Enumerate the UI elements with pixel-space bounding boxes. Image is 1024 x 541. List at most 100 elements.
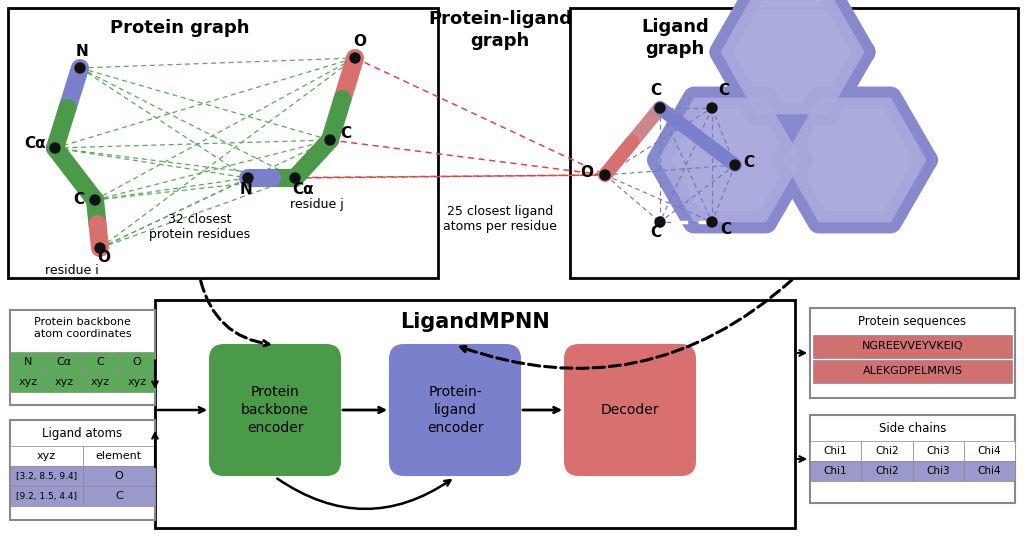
Polygon shape [782,97,927,222]
Circle shape [290,173,300,183]
Text: Protein sequences: Protein sequences [858,314,967,327]
Text: C: C [721,222,731,237]
Bar [46,372,83,392]
Text: Side chains: Side chains [879,421,946,434]
Text: Protein graph: Protein graph [111,19,250,37]
Text: C: C [650,83,662,98]
Text: Chi4: Chi4 [978,446,1001,456]
Text: xyz: xyz [127,377,146,387]
Text: C: C [74,192,85,207]
Text: xyz: xyz [55,377,74,387]
Circle shape [707,103,717,113]
Circle shape [730,160,740,170]
Bar [912,441,964,461]
Text: LigandMPNN: LigandMPNN [400,312,550,332]
Text: Ligand
graph: Ligand graph [641,18,709,58]
Bar [810,415,1015,503]
Text: C: C [340,126,351,141]
Text: N: N [240,182,252,197]
Circle shape [50,143,60,153]
Text: [3.2, 8.5, 9.4]: [3.2, 8.5, 9.4] [15,472,77,480]
Text: N: N [24,357,33,367]
Bar [83,466,155,486]
Bar [119,372,155,392]
Text: O: O [115,471,123,481]
Text: Chi1: Chi1 [824,446,848,456]
Text: Ligand atoms: Ligand atoms [42,427,123,440]
Text: Chi2: Chi2 [876,446,899,456]
Text: Chi2: Chi2 [876,466,899,476]
Text: Chi1: Chi1 [824,466,848,476]
Text: Chi3: Chi3 [927,466,950,476]
Text: O: O [97,250,111,265]
Bar [10,486,83,506]
Text: residue j: residue j [290,198,344,211]
FancyBboxPatch shape [210,345,340,475]
Text: NGREEVVEYVKEIQ: NGREEVVEYVKEIQ [861,341,964,352]
Polygon shape [720,0,864,114]
Bar [8,8,438,278]
Circle shape [655,217,665,227]
Bar [810,308,1015,398]
Text: C: C [719,83,729,98]
Text: Protein
backbone
encoder: Protein backbone encoder [241,385,309,436]
Text: Protein-ligand
graph: Protein-ligand graph [428,10,572,50]
Bar [119,352,155,372]
Circle shape [325,135,335,145]
Text: O: O [132,357,141,367]
Circle shape [707,217,717,227]
Text: O: O [581,165,594,180]
Bar [810,461,861,481]
Text: Chi4: Chi4 [978,466,1001,476]
Text: C: C [743,155,755,170]
Bar [10,372,46,392]
Text: Chi3: Chi3 [927,446,950,456]
Polygon shape [658,97,802,222]
Bar [10,446,83,466]
Circle shape [75,63,85,73]
Bar [10,466,83,486]
Text: Cα: Cα [292,182,313,197]
Text: 25 closest ligand
atoms per residue: 25 closest ligand atoms per residue [443,205,557,233]
Bar [861,441,912,461]
Bar [83,446,155,466]
Bar [813,335,1012,358]
Text: Cα: Cα [56,357,72,367]
Text: Protein-
ligand
encoder: Protein- ligand encoder [427,385,483,436]
Bar [10,420,155,520]
Polygon shape [720,0,864,114]
Polygon shape [658,97,802,222]
Text: element: element [95,451,141,461]
Text: xyz: xyz [91,377,111,387]
Bar [810,441,861,461]
Text: Decoder: Decoder [601,403,659,417]
Bar [912,461,964,481]
Bar [83,486,155,506]
Circle shape [600,170,610,180]
FancyBboxPatch shape [565,345,695,475]
Text: ALEKGDPELMRVIS: ALEKGDPELMRVIS [862,366,963,377]
Bar [155,300,795,528]
Circle shape [350,53,360,63]
Circle shape [655,103,665,113]
Text: xyz: xyz [18,377,38,387]
Text: C: C [650,225,662,240]
Circle shape [90,195,100,205]
Bar [570,8,1018,278]
Text: C: C [96,357,104,367]
Polygon shape [782,97,927,222]
Bar [861,461,912,481]
Text: N: N [76,44,88,59]
Bar [813,360,1012,383]
Text: O: O [353,34,367,49]
Text: Protein backbone
atom coordinates: Protein backbone atom coordinates [34,317,131,339]
Text: [9.2, 1.5, 4.4]: [9.2, 1.5, 4.4] [15,492,77,500]
Bar [46,352,83,372]
Bar [10,310,155,405]
Text: xyz: xyz [37,451,56,461]
Bar [83,372,119,392]
Text: C: C [115,491,123,501]
Text: 32 closest
protein residues: 32 closest protein residues [150,213,251,241]
Text: residue i: residue i [45,264,99,277]
FancyBboxPatch shape [390,345,520,475]
